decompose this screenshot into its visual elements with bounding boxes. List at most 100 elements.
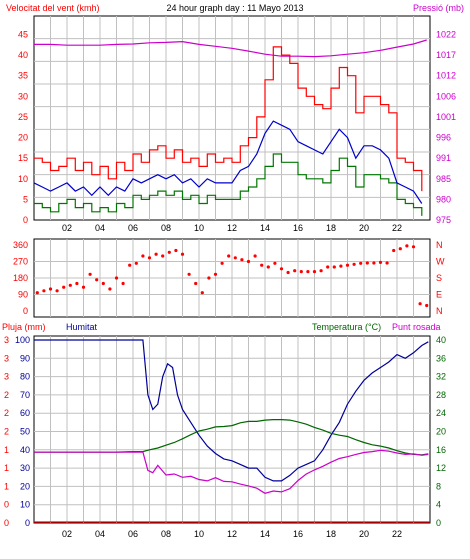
- compass-tick: S: [436, 273, 442, 283]
- wind-direction-point: [312, 270, 317, 274]
- wind-gust-line: [34, 46, 423, 192]
- pressure-tick: 1012: [436, 71, 456, 81]
- wind-direction-point: [411, 245, 416, 249]
- humidity-tick: 10: [20, 500, 30, 510]
- humidity-tick: 90: [20, 353, 30, 363]
- wind-speed-tick: 25: [18, 112, 28, 122]
- wind-direction-point: [405, 244, 409, 248]
- pressure-tick: 1017: [436, 50, 456, 60]
- compass-tick: E: [436, 290, 442, 300]
- rain-x-ticks: 02 04 06 08 10 12 14 16 18 20 22: [62, 529, 402, 539]
- pressure-tick: 975: [436, 215, 451, 225]
- wind-direction-point: [240, 258, 244, 262]
- wind-direction-point: [345, 263, 350, 267]
- direction-tick: 270: [13, 257, 28, 267]
- wind-direction-point: [306, 270, 310, 274]
- wind-direction-point: [101, 281, 105, 286]
- humidity-tick: 60: [20, 408, 30, 418]
- wind-direction-point: [286, 270, 290, 275]
- temperature-tick: 28: [436, 390, 446, 400]
- direction-gridlines: [34, 239, 430, 317]
- wind-direction-point: [167, 250, 171, 254]
- wind-direction-point: [365, 261, 369, 265]
- wind-speed-tick: 0: [23, 215, 28, 225]
- wind-speed-tick: 15: [18, 153, 28, 163]
- wind-direction-point: [260, 263, 264, 267]
- temperature-axis-label: Temperatura (°C): [312, 322, 381, 332]
- wind-direction-point: [48, 287, 53, 291]
- pressure-tick: 991: [436, 153, 451, 163]
- wind-speed-tick: 40: [18, 50, 28, 60]
- rain-y-ticks: 0 0 1 1 1 2 2 2 3 3 3: [4, 335, 9, 528]
- x-tick-label: 12: [227, 529, 237, 539]
- wind-direction-point: [187, 272, 191, 276]
- wind-direction-point: [332, 265, 336, 269]
- humidity-tick: 80: [20, 372, 30, 382]
- x-tick-label: 02: [62, 223, 72, 233]
- wind-direction-point: [352, 262, 356, 266]
- wind-direction-point: [372, 261, 376, 265]
- pressure-tick: 980: [436, 194, 451, 204]
- rain-gridlines: [34, 336, 430, 523]
- pressure-tick: 1006: [436, 91, 456, 101]
- wind-direction-point: [207, 276, 211, 280]
- humidity-tick: 20: [20, 481, 30, 491]
- wind-direction-point: [378, 260, 383, 264]
- wind-direction-point: [194, 281, 198, 286]
- wind-direction-point: [339, 264, 343, 268]
- x-tick-label: 08: [161, 223, 171, 233]
- wind-direction-point: [108, 287, 112, 291]
- pressure-tick: 996: [436, 133, 451, 143]
- wind-direction-point: [134, 261, 138, 265]
- direction-series: [35, 244, 429, 308]
- wind-direction-point: [418, 302, 422, 306]
- temperature-tick: 36: [436, 353, 446, 363]
- dewpoint-axis-label: Punt rosada: [392, 322, 441, 332]
- wind-speed-tick: 45: [18, 30, 28, 40]
- x-tick-label: 16: [293, 529, 303, 539]
- temperature-tick: 8: [436, 481, 441, 491]
- wind-direction-point: [128, 263, 132, 267]
- wind-speed-axis-label: Velocitat del vent (kmh): [6, 3, 100, 13]
- wind-direction-point: [398, 247, 402, 251]
- pressure-axis-label: Pressió (mb): [413, 3, 464, 13]
- wind-direction-point: [246, 259, 251, 264]
- temperature-tick: 20: [436, 427, 446, 437]
- wind-speed-tick: 20: [18, 133, 28, 143]
- wind-direction-point: [385, 261, 389, 265]
- chart-title: 24 hour graph day : 11 Mayo 2013: [167, 3, 304, 13]
- x-tick-label: 06: [128, 529, 138, 539]
- x-tick-label: 20: [359, 223, 369, 233]
- wind-direction-point: [273, 261, 277, 265]
- x-tick-label: 10: [194, 529, 204, 539]
- x-tick-label: 04: [95, 223, 105, 233]
- x-tick-label: 14: [260, 223, 270, 233]
- x-tick-label: 02: [62, 529, 72, 539]
- x-tick-label: 22: [392, 529, 402, 539]
- wind-direction-point: [42, 289, 46, 293]
- humidity-tick: 50: [20, 427, 30, 437]
- wind-speed-tick: 35: [18, 71, 28, 81]
- rain-tick: 2: [4, 390, 9, 400]
- wind-direction-point: [154, 252, 158, 256]
- direction-tick: 360: [13, 240, 28, 250]
- rain-tick: 1: [4, 481, 9, 491]
- wind-direction-point: [141, 254, 145, 258]
- wind-series: [33, 39, 427, 216]
- temperature-tick: 0: [436, 518, 441, 528]
- x-tick-label: 22: [392, 223, 402, 233]
- pressure-tick: 1001: [436, 112, 456, 122]
- direction-y-ticks: 0 90 180 270 360: [13, 240, 28, 316]
- rain-tick: 1: [4, 463, 9, 473]
- wind-direction-point: [425, 303, 429, 308]
- wind-direction-point: [233, 256, 237, 260]
- x-tick-label: 18: [326, 529, 336, 539]
- temperature-tick: 12: [436, 463, 446, 473]
- dewpoint-line: [34, 449, 429, 494]
- wind-direction-point: [81, 285, 86, 289]
- pressure-tick: 985: [436, 174, 451, 184]
- wind-direction-point: [213, 272, 218, 276]
- direction-tick: 180: [13, 273, 28, 283]
